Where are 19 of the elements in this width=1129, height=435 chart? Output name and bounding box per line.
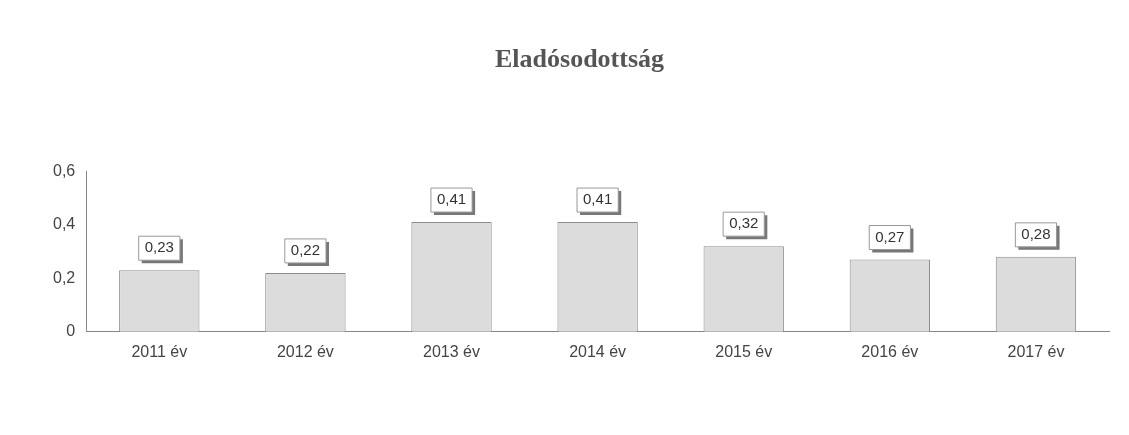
- data-label: 0,23: [144, 238, 174, 256]
- chart-title: Eladósodottság: [494, 44, 665, 74]
- y-tick-label: 0: [66, 322, 76, 340]
- data-label: 0,41: [583, 190, 613, 208]
- data-label: 0,41: [436, 190, 467, 208]
- x-tick-label: 2011 év: [131, 342, 188, 360]
- y-tick-label: 0,6: [52, 161, 76, 179]
- data-label: 0,27: [875, 227, 905, 245]
- data-label: 0,28: [1021, 224, 1051, 242]
- y-tick-label: 0,2: [52, 268, 76, 286]
- x-tick-label: 2014 év: [569, 342, 627, 360]
- x-tick-label: 2015 év: [715, 342, 773, 360]
- x-tick-label: 2017 év: [1007, 342, 1065, 360]
- x-tick-label: 2016 év: [861, 342, 919, 360]
- x-tick-label: 2012 év: [276, 342, 334, 360]
- y-tick-label: 0,4: [52, 215, 76, 233]
- x-tick-label: 2013 év: [423, 342, 480, 360]
- data-label: 0,22: [290, 241, 321, 259]
- data-label: 0,32: [729, 214, 759, 232]
